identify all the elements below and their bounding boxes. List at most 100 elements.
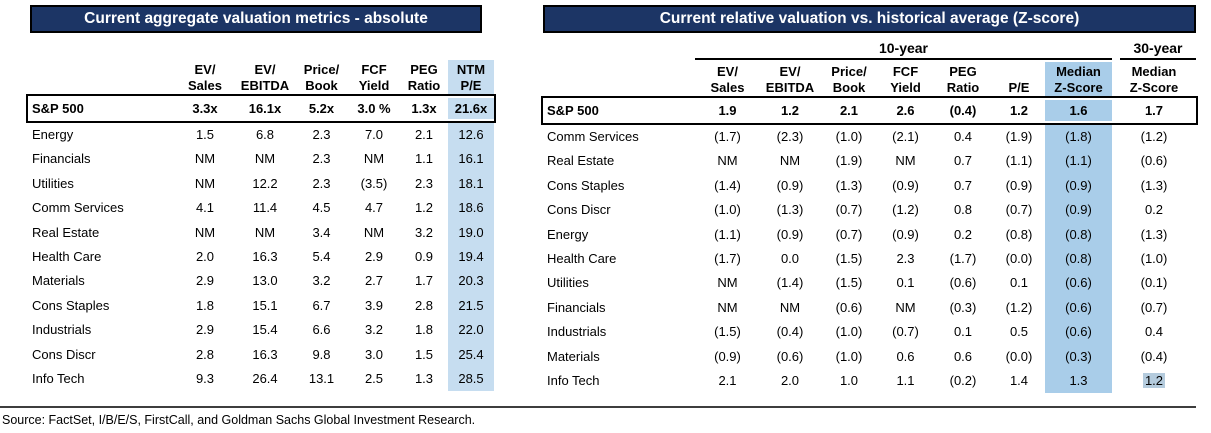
value-cell: 3.0 % xyxy=(357,101,391,116)
value-cell: 28.5 xyxy=(448,366,494,392)
source-note: Source: FactSet, I/B/E/S, FirstCall, and… xyxy=(2,413,476,427)
table-row: Financials NM NM 2.3 NM 1.1 16.1 xyxy=(28,147,494,172)
value-cell: (0.9) xyxy=(1005,177,1033,193)
row-label: Industrials xyxy=(547,324,607,340)
row-label: Utilities xyxy=(547,275,589,291)
value-cell: 0.2 xyxy=(1144,202,1164,218)
value-cell: 6.6 xyxy=(312,322,331,338)
table-row: Cons Discr 2.8 16.3 9.8 3.0 1.5 25.4 xyxy=(28,342,494,367)
value-cell: NM xyxy=(779,299,801,315)
value-cell: (0.7) xyxy=(835,226,863,242)
value-cell: (1.1) xyxy=(714,226,741,242)
column-header-line: Median xyxy=(1056,64,1101,79)
table-row: S&P 500 1.9 1.2 2.1 2.6 (0.4) 1.2 1.6 1.7 xyxy=(541,96,1198,125)
row-label: Comm Services xyxy=(547,129,639,144)
value-cell: 3.9 xyxy=(364,297,384,313)
value-cell: 0.1 xyxy=(896,275,915,291)
value-cell: 11.4 xyxy=(252,200,278,216)
value-cell: 12.6 xyxy=(448,123,494,148)
value-cell: (0.9) xyxy=(892,226,919,242)
value-cell: 2.3 xyxy=(312,175,331,191)
column-header-line: Ratio xyxy=(946,80,980,95)
column-header: Median Z-Score xyxy=(1112,62,1196,96)
row-label: Financials xyxy=(32,151,91,167)
value-cell: 2.0 xyxy=(195,248,215,264)
value-cell: (0.9) xyxy=(1045,173,1112,199)
column-header-line: Median xyxy=(1131,64,1177,79)
value-cell: (0.6) xyxy=(1045,295,1112,321)
value-cell: (3.5) xyxy=(360,175,388,191)
right-table-title: Current relative valuation vs. historica… xyxy=(543,5,1196,33)
value-cell: 13.0 xyxy=(252,273,278,289)
value-cell: (1.0) xyxy=(835,348,863,364)
value-cell: 9.8 xyxy=(312,346,331,362)
column-header-line: FCF xyxy=(892,64,919,79)
value-cell: (1.5) xyxy=(835,250,863,266)
value-cell: 2.8 xyxy=(195,346,215,362)
value-cell: (0.0) xyxy=(1005,250,1033,266)
value-cell: 21.6x xyxy=(448,98,494,119)
row-label: S&P 500 xyxy=(547,103,599,118)
value-cell: NM xyxy=(717,153,738,169)
value-cell: 0.7 xyxy=(953,177,973,193)
value-cell: 16.3 xyxy=(252,346,278,362)
column-header-line: Yield xyxy=(358,78,390,93)
value-cell: 3.2 xyxy=(414,224,434,240)
value-cell: (0.6) xyxy=(776,348,804,364)
column-header-line: Sales xyxy=(710,80,745,95)
value-cell: (1.3) xyxy=(1140,226,1168,242)
value-cell: 0.7 xyxy=(953,153,973,169)
table-row: S&P 500 3.3x 16.1x 5.2x 3.0 % 1.3x 21.6x xyxy=(26,94,496,123)
column-header: EV/Sales xyxy=(175,60,235,94)
table-row: Info Tech 9.3 26.4 13.1 2.5 1.3 28.5 xyxy=(28,366,494,392)
column-header: EV/Sales xyxy=(695,62,760,96)
value-cell: (0.3) xyxy=(949,299,977,315)
value-cell: (2.3) xyxy=(776,129,804,144)
table-row: Utilities NM (1.4) (1.5) 0.1 (0.6) 0.1 (0.6) (0.… xyxy=(543,271,1196,296)
value-cell: NM xyxy=(194,151,216,167)
value-cell: 6.8 xyxy=(255,127,275,142)
value-cell: (0.9) xyxy=(1045,198,1112,223)
row-label: Materials xyxy=(32,273,85,289)
value-cell: 18.1 xyxy=(448,171,494,197)
value-cell: (0.6) xyxy=(1045,320,1112,345)
value-cell: NM xyxy=(363,151,385,167)
value-cell: (0.8) xyxy=(1005,226,1033,242)
value-cell: 12.2 xyxy=(252,175,278,191)
column-header: Median Z-Score xyxy=(1045,62,1112,96)
value-cell: 2.1 xyxy=(839,103,859,118)
value-cell: (1.9) xyxy=(1005,129,1033,144)
row-label: Materials xyxy=(547,348,600,364)
value-cell: 1.8 xyxy=(414,322,434,338)
table-row: Industrials (1.5) (0.4) (1.0) (0.7) 0.1 0.5 (0.… xyxy=(543,320,1196,345)
value-cell: (1.1) xyxy=(1045,149,1112,174)
row-label: Energy xyxy=(547,226,589,242)
row-label: Financials xyxy=(547,299,606,315)
value-cell: 1.7 xyxy=(414,273,434,289)
row-label: Cons Staples xyxy=(32,297,110,313)
value-cell: 0.6 xyxy=(896,348,915,364)
left-table-title: Current aggregate valuation metrics - ab… xyxy=(30,5,482,33)
value-cell: (0.6) xyxy=(949,275,977,291)
column-header: P/E xyxy=(993,62,1045,96)
row-label: Cons Discr xyxy=(547,202,611,218)
value-cell: (1.4) xyxy=(714,177,741,193)
value-cell: 5.2x xyxy=(308,101,335,116)
column-header-line: Ratio xyxy=(407,78,441,93)
value-cell: 1.2 xyxy=(780,103,800,118)
value-cell: 0.1 xyxy=(953,324,973,340)
value-cell: (1.3) xyxy=(835,177,863,193)
value-cell: (1.2) xyxy=(1005,299,1033,315)
value-cell: 1.9 xyxy=(718,103,737,118)
value-cell: 2.9 xyxy=(195,322,215,338)
value-cell: 4.1 xyxy=(195,200,215,216)
table-row: Financials NM NM (0.6) NM (0.3) (1.2) (0.6) (0.7… xyxy=(543,295,1196,321)
column-header-line: EV/ xyxy=(254,62,276,77)
value-cell: 1.0 xyxy=(839,372,859,388)
row-label: Cons Staples xyxy=(547,177,625,193)
value-cell: (1.1) xyxy=(1005,153,1033,169)
value-cell: 1.1 xyxy=(896,372,915,388)
value-cell: 3.3x xyxy=(192,101,218,116)
table-row: Industrials 2.9 15.4 6.6 3.2 1.8 22.0 xyxy=(28,318,494,343)
value-cell: (0.9) xyxy=(776,177,804,193)
